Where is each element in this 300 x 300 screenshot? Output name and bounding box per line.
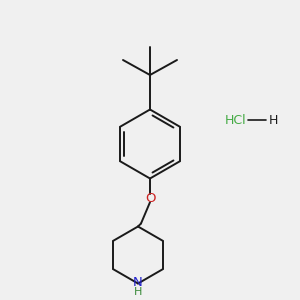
Text: HCl: HCl <box>225 113 247 127</box>
Text: H: H <box>268 113 278 127</box>
Text: O: O <box>145 191 155 205</box>
Text: H: H <box>134 287 142 297</box>
Text: N: N <box>133 275 143 289</box>
